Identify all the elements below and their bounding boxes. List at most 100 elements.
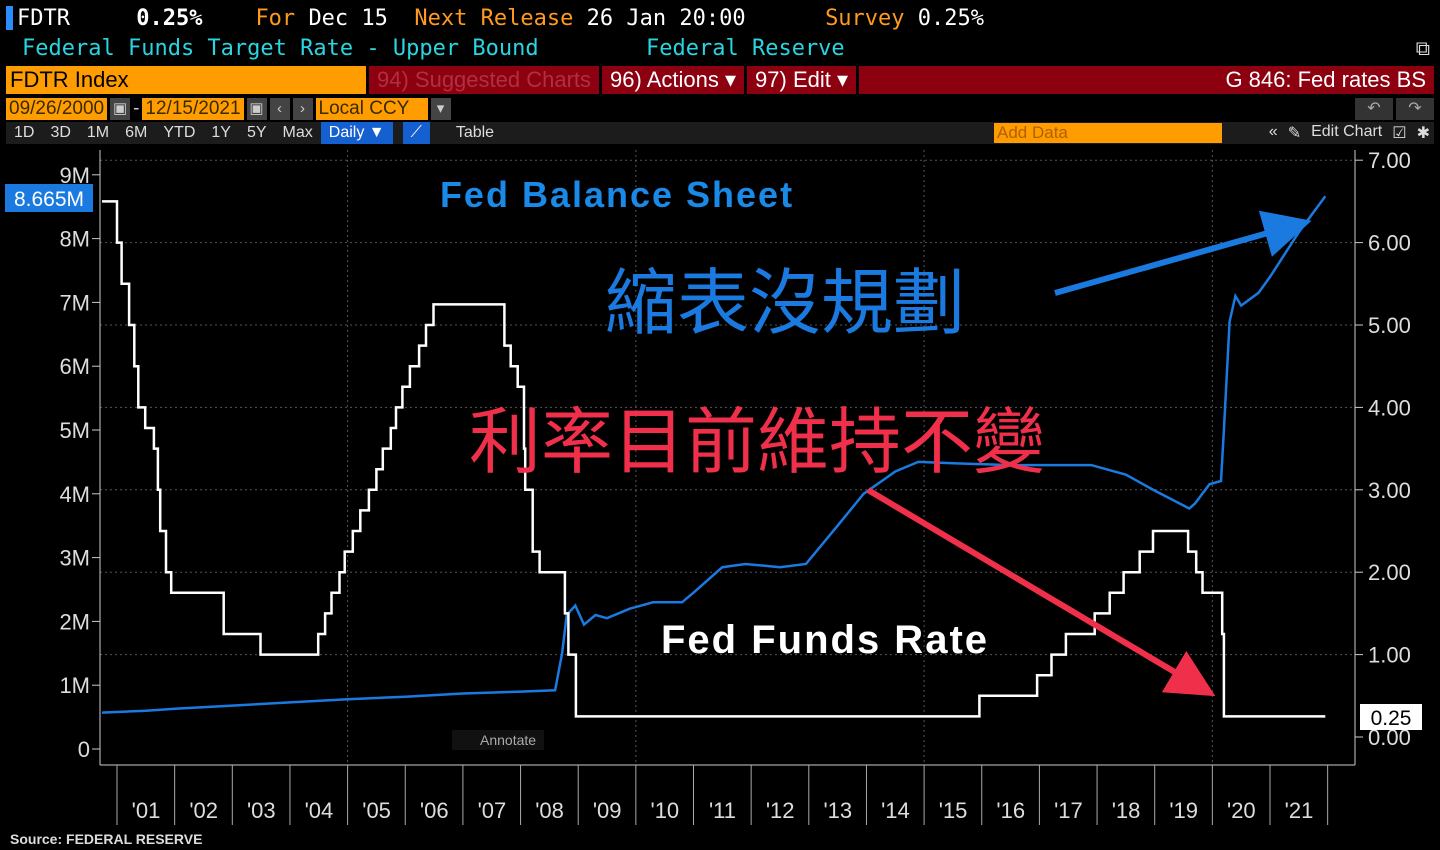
x-tick-label: '10 [651,798,680,823]
left-tick-label: 9M [59,163,90,188]
x-tick-label: '05 [362,798,391,823]
source-note: Source: FEDERAL RESERVE [10,831,203,847]
fed-funds-title: Fed Funds Rate [661,618,989,662]
x-tick-label: '01 [132,798,161,823]
left-tick-label: 0 [78,737,90,762]
rate-last-value-badge [1360,704,1422,730]
right-tick-label: 6.00 [1368,231,1411,256]
x-tick-label: '08 [535,798,564,823]
period-1d[interactable]: 1D [14,124,35,141]
for-label: For [255,5,296,31]
date-range-bar: 09/26/2000 ▣ - 12/15/2021 ▣ ‹ › Local CC… [6,98,451,120]
blue-arrow [1054,210,1312,296]
frequency-select[interactable]: Daily ▼ [320,122,393,144]
x-tick-label: '03 [247,798,276,823]
collapse-icon[interactable]: « [1268,123,1278,140]
x-tick-label: '17 [1054,798,1083,823]
x-tick-label: '04 [305,798,334,823]
blue-annotation: 縮表沒規劃 [605,264,965,344]
x-tick-label: '13 [823,798,852,823]
table-button[interactable]: Table [455,124,495,141]
current-value: 0.25% [136,5,203,31]
chart-toolbar: 1D 3D 1M 6M YTD 1Y 5Y Max Daily ▼ ⟋ Tabl… [6,122,1434,144]
right-tick-label: 7.00 [1368,148,1411,173]
x-tick-label: '12 [766,798,795,823]
end-date-input[interactable]: 12/15/2021 [142,98,244,120]
x-tick-label: '16 [996,798,1025,823]
popout-icon[interactable]: ⧉ [1415,38,1430,60]
next-button[interactable]: › [292,98,313,120]
x-tick-label: '14 [881,798,910,823]
period-5y[interactable]: 5Y [246,124,267,141]
left-tick-label: 7M [59,290,90,315]
next-release-date: 26 Jan 20:00 [586,5,746,31]
ticker: FDTR [17,5,70,31]
period-1m[interactable]: 1M [86,124,110,141]
annotate-label[interactable]: Annotate [480,732,536,748]
prev-button[interactable]: ‹ [269,98,290,120]
period-6m[interactable]: 6M [125,124,148,141]
left-tick-label: 1M [59,673,90,698]
next-release-label: Next Release [414,5,574,31]
balance-last-value-badge [5,184,93,212]
right-tick-label: 5.00 [1368,313,1411,338]
period-3d[interactable]: 3D [50,124,71,141]
x-tick-label: '15 [939,798,968,823]
add-data-input[interactable]: Add Data [994,123,1222,143]
rate-last-value: 0.25 [1371,707,1412,730]
chevron-down-icon[interactable]: ▾ [430,98,451,120]
ticker-marker [6,6,13,30]
left-tick-label: 3M [59,546,90,571]
description: Federal Funds Target Rate - Upper Bound [22,36,539,61]
red-arrow [866,487,1216,697]
period-1y[interactable]: 1Y [211,124,231,141]
left-tick-label: 8M [59,227,90,252]
chart-name: G 846: Fed rates BS [859,66,1434,94]
right-tick-label: 1.00 [1368,643,1411,668]
gear-icon[interactable]: ✱ [1416,125,1430,142]
currency-select[interactable]: Local CCY [315,98,428,120]
line-chart-icon[interactable]: ⟋ [402,122,430,144]
for-date: Dec 15 [308,5,388,31]
survey-value: 0.25% [917,5,985,31]
left-tick-label: 2M [59,609,90,634]
fed-funds-rate-line [102,200,1326,718]
actions-menu[interactable]: 96) Actions ▾ [602,66,745,94]
suggested-charts-button[interactable]: 94) Suggested Charts [369,66,600,94]
checklist-icon[interactable]: ☑ [1392,125,1407,142]
x-tick-label: '18 [1112,798,1141,823]
edit-menu[interactable]: 97) Edit ▾ [747,66,857,94]
x-tick-label: '07 [478,798,507,823]
redo-icon[interactable]: ↷ [1396,98,1434,120]
x-tick-label: '21 [1285,798,1314,823]
survey-label: Survey [825,5,905,31]
edit-chart-button[interactable]: Edit Chart [1311,123,1383,140]
balance-last-value: 8.665M [14,188,84,211]
x-tick-label: '02 [189,798,218,823]
balance-sheet-title: Fed Balance Sheet [440,174,794,215]
period-ytd[interactable]: YTD [163,124,196,141]
annotate-button[interactable] [452,730,544,750]
red-annotation: 利率目前維持不變 [469,403,1045,483]
left-tick-label: 4M [59,482,90,507]
command-bar: FDTR Index 94) Suggested Charts 96) Acti… [6,66,1434,94]
x-tick-label: '19 [1169,798,1198,823]
balance-sheet-line [101,195,1327,714]
left-tick-label: 6M [59,354,90,379]
calendar-icon[interactable]: ▣ [246,98,267,120]
start-date-input[interactable]: 09/26/2000 [6,98,108,120]
data-source: Federal Reserve [646,36,845,61]
calendar-icon[interactable]: ▣ [110,98,131,120]
right-tick-label: 4.00 [1368,395,1411,420]
x-tick-label: '09 [593,798,622,823]
security-field[interactable]: FDTR Index [6,66,366,94]
undo-icon[interactable]: ↶ [1355,98,1393,120]
x-tick-label: '06 [420,798,449,823]
left-tick-label: 5M [59,418,90,443]
pencil-icon[interactable]: ✎ [1287,125,1302,142]
x-tick-label: '20 [1227,798,1256,823]
x-tick-label: '11 [709,798,736,823]
period-max[interactable]: Max [282,124,313,141]
ticker-header: FDTR 0.25% For Dec 15 Next Release 26 Ja… [6,4,984,32]
